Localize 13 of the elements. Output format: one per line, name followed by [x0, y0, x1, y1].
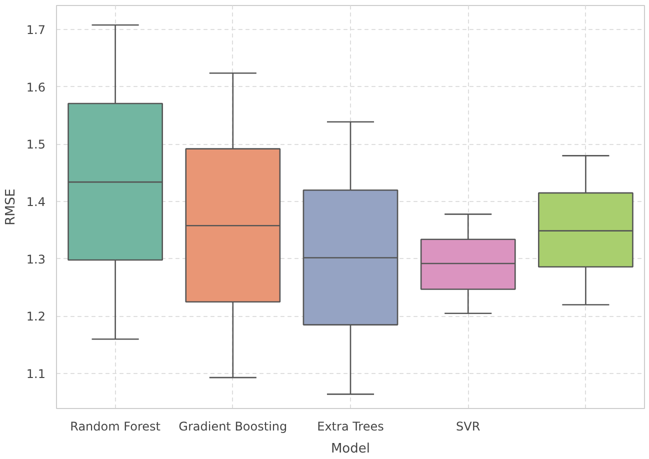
y-tick-label: 1.5: [26, 138, 46, 152]
y-tick-label: 1.7: [26, 23, 46, 38]
x-axis-title: Model: [330, 442, 370, 456]
x-tick-label: SVR: [456, 420, 480, 434]
y-tick-label: 1.3: [26, 252, 46, 266]
y-tick-label: 1.2: [26, 310, 46, 324]
x-tick-label: Gradient Boosting: [178, 420, 288, 434]
y-tick-label: 1.4: [26, 195, 46, 210]
y-tick-label: 1.6: [26, 80, 46, 94]
x-tick-label: Extra Trees: [317, 420, 384, 434]
x-tick-label: Random Forest: [70, 420, 161, 434]
y-tick-label: 1.1: [26, 367, 46, 382]
y-axis-title: RMSE: [3, 188, 18, 226]
